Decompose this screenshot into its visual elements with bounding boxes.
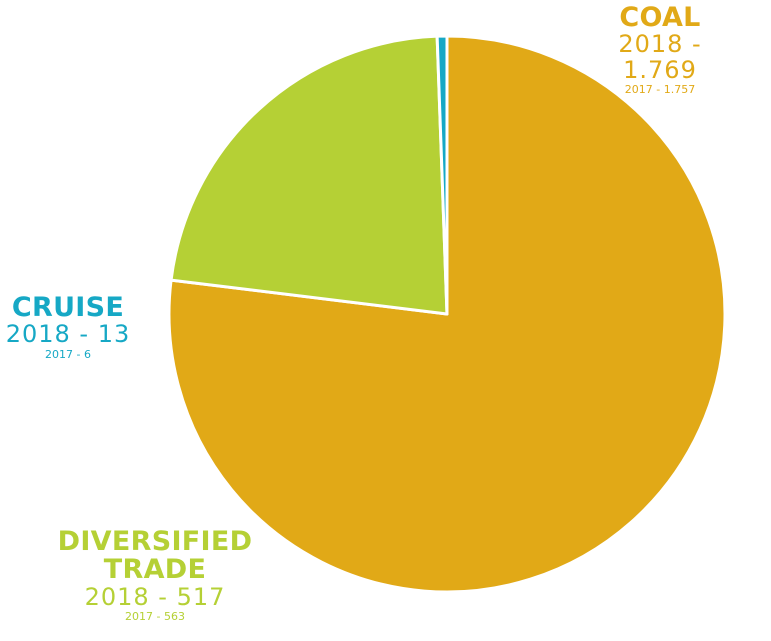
slice-label-diversified-trade: DIVERSIFIED TRADE 2018 - 517 2017 - 563 [45, 526, 265, 623]
trade-name-label-line2: TRADE [103, 554, 207, 586]
coal-name-label: COAL [619, 2, 701, 33]
cruise-name-label: CRUISE [11, 292, 125, 323]
trade-2018-value: 2018 - 517 [84, 582, 226, 611]
pie-slice-cruise [435, 34, 449, 316]
slice-label-cruise: CRUISE 2018 - 13 2017 - 6 [0, 292, 136, 361]
pie-slices [167, 34, 727, 594]
coal-2017-value: 2017 - 1.757 [624, 82, 696, 96]
coal-2018-value: 2018 - 1.769 [618, 30, 702, 84]
trade-2017-value: 2017 - 563 [125, 609, 185, 623]
pie-slice-diversified-trade [169, 34, 449, 316]
cruise-2018-value: 2018 - 13 [5, 320, 131, 349]
trade-name-label-line1: DIVERSIFIED [57, 526, 253, 557]
slice-label-coal: COAL 2018 - 1.769 2017 - 1.757 [590, 2, 730, 96]
cruise-2017-value: 2017 - 6 [45, 347, 91, 361]
